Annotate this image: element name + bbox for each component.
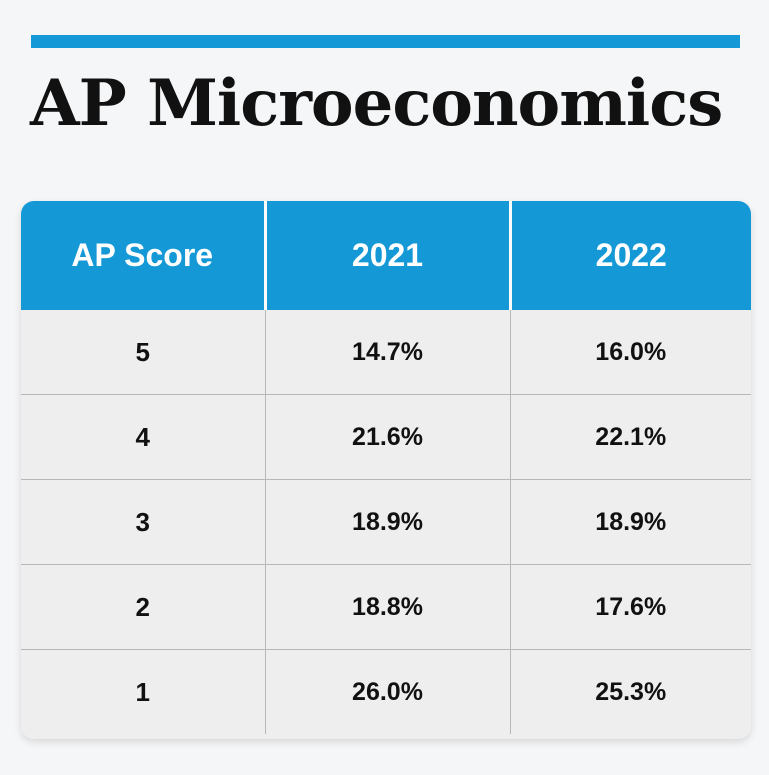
table-body: 5 14.7% 16.0% 4 21.6% 22.1% 3 18.9% 18.9… — [21, 310, 751, 734]
title-accent-bar — [31, 35, 740, 48]
percent-2022-cell: 18.9% — [509, 479, 751, 565]
table-row: 2 18.8% 17.6% — [21, 564, 751, 650]
score-cell: 5 — [21, 310, 265, 395]
score-cell: 4 — [21, 394, 265, 480]
score-distribution-card: AP Score 2021 2022 5 14.7% 16.0% 4 21.6%… — [21, 201, 751, 739]
table-row: 1 26.0% 25.3% — [21, 649, 751, 734]
table-row: 5 14.7% 16.0% — [21, 310, 751, 395]
percent-2021-cell: 18.9% — [264, 479, 510, 565]
column-header-2022: 2022 — [508, 201, 751, 310]
score-cell: 2 — [21, 564, 265, 650]
percent-2022-cell: 22.1% — [509, 394, 751, 480]
score-cell: 1 — [135, 676, 150, 707]
table-row: 4 21.6% 22.1% — [21, 394, 751, 480]
score-distribution-table: AP Score 2021 2022 5 14.7% 16.0% 4 21.6%… — [21, 201, 751, 734]
column-header-ap-score: AP Score — [21, 201, 265, 310]
table-header: AP Score 2021 2022 — [21, 201, 751, 310]
percent-2022-cell: 25.3% — [509, 649, 751, 734]
percent-2021-cell: 21.6% — [264, 394, 510, 480]
percent-2022-cell: 16.0% — [509, 310, 751, 395]
percent-2022-cell: 17.6% — [509, 564, 751, 650]
percent-2021-cell: 18.8% — [264, 564, 510, 650]
percent-2021-cell: 26.0% — [264, 649, 510, 734]
column-header-2021: 2021 — [263, 201, 510, 310]
header-row: AP Score 2021 2022 — [21, 201, 751, 310]
score-cell: 3 — [21, 479, 265, 565]
table-row: 3 18.9% 18.9% — [21, 479, 751, 565]
percent-2021-cell: 14.7% — [264, 310, 510, 395]
page-title: AP Microeconomics — [30, 66, 723, 141]
